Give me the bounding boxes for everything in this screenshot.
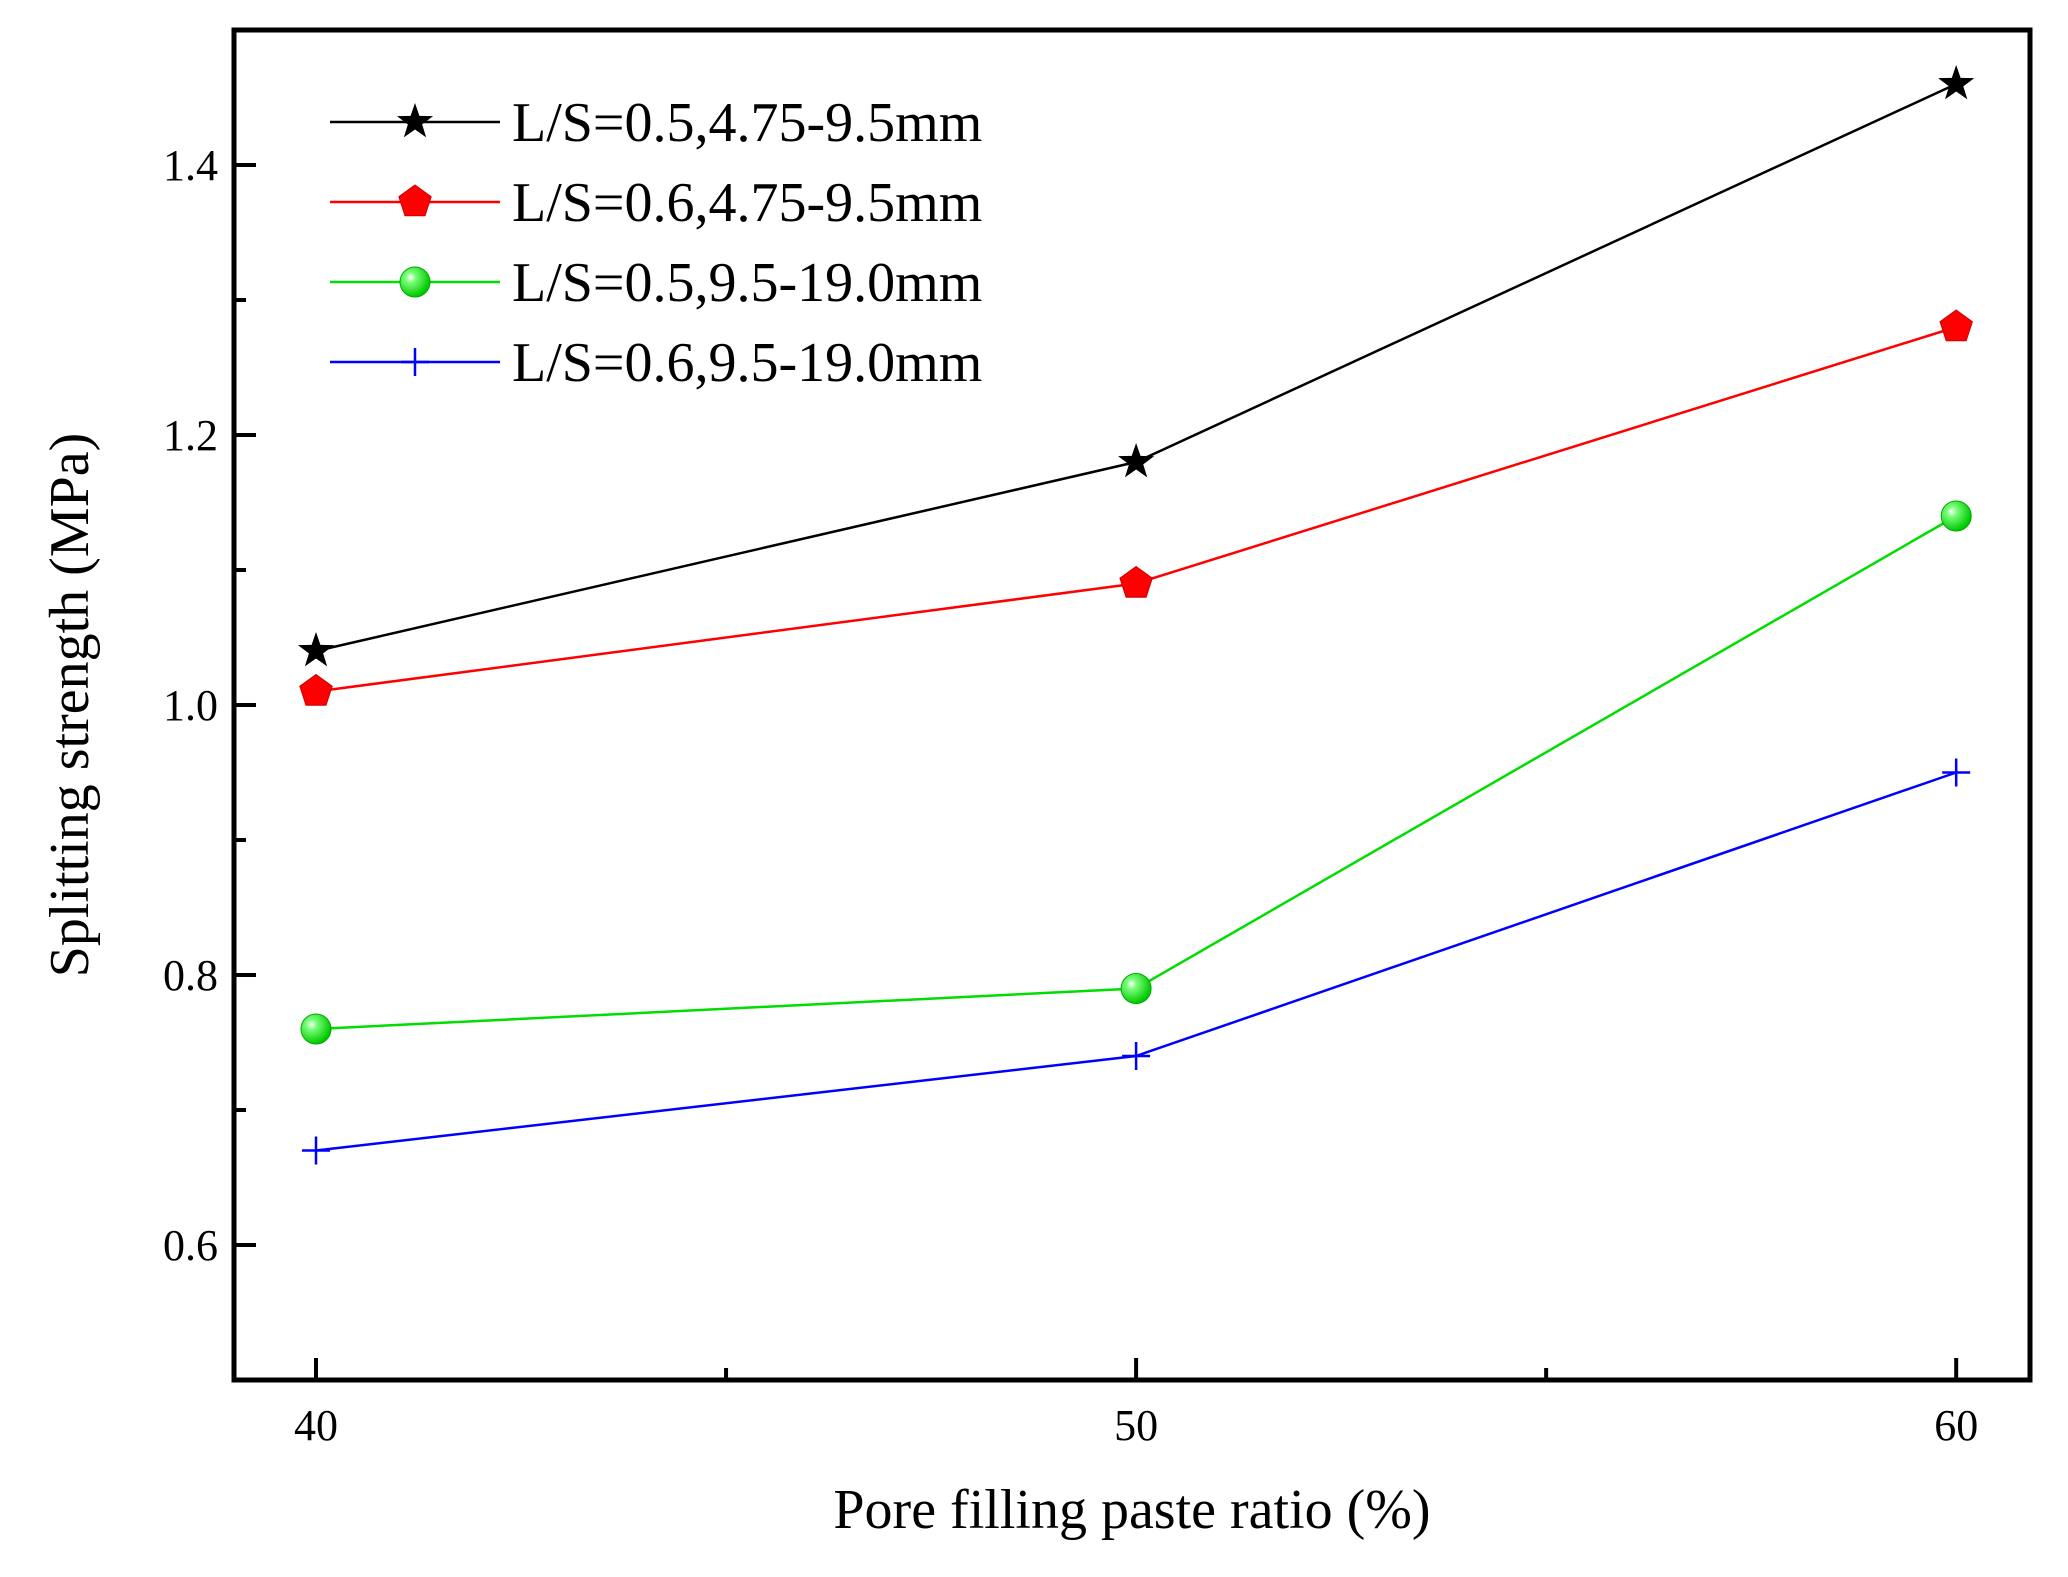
y-axis-title: Splitting strength (MPa) <box>39 433 101 977</box>
legend-label: L/S=0.6,4.75-9.5mm <box>512 172 982 234</box>
y-tick-label-1: 1.0 <box>163 681 218 730</box>
x-axis-title: Pore filling paste ratio (%) <box>833 1479 1430 1541</box>
data-point-s2-3 <box>1939 309 1973 342</box>
legend-marker <box>401 348 429 376</box>
legend-entry-4: L/S=0.6,9.5-19.0mm <box>330 332 982 394</box>
data-point-s4-2 <box>1122 1042 1151 1070</box>
legend-marker <box>398 184 432 217</box>
legend-entry-1: L/S=0.5,4.75-9.5mm <box>330 92 982 154</box>
legend-label: L/S=0.5,4.75-9.5mm <box>512 92 982 154</box>
y-tick-label-0.6: 0.6 <box>163 1221 218 1270</box>
series-line-4 <box>315 771 1957 1152</box>
data-point-s1-1 <box>297 632 335 667</box>
x-tick-label-50: 50 <box>1114 1401 1158 1450</box>
legend-marker <box>399 266 431 298</box>
data-point-s2-1 <box>299 673 333 706</box>
data-point-s3-1 <box>300 1013 332 1045</box>
y-tick-label-1.4: 1.4 <box>163 141 218 190</box>
plot-frame <box>231 27 2033 1383</box>
y-tick-label-1.2: 1.2 <box>163 411 218 460</box>
data-point-s2-2 <box>1119 565 1153 598</box>
data-point-s3-3 <box>1940 500 1972 532</box>
data-point-s4-3 <box>1942 758 1971 787</box>
x-tick-label-40: 40 <box>294 1401 338 1450</box>
y-tick-label-0.8: 0.8 <box>163 951 218 1000</box>
legend-marker <box>396 103 434 138</box>
legend-label: L/S=0.6,9.5-19.0mm <box>512 332 982 394</box>
data-point-s1-2 <box>1118 443 1155 478</box>
data-point-s1-3 <box>1938 65 1975 100</box>
data-point-s3-2 <box>1120 973 1152 1004</box>
legend-label: L/S=0.5,9.5-19.0mm <box>512 252 982 314</box>
legend-entry-2: L/S=0.6,4.75-9.5mm <box>330 172 982 234</box>
legend-entry-3: L/S=0.5,9.5-19.0mm <box>330 252 982 314</box>
data-point-s4-1 <box>302 1136 331 1165</box>
x-tick-label-60: 60 <box>1934 1401 1978 1450</box>
